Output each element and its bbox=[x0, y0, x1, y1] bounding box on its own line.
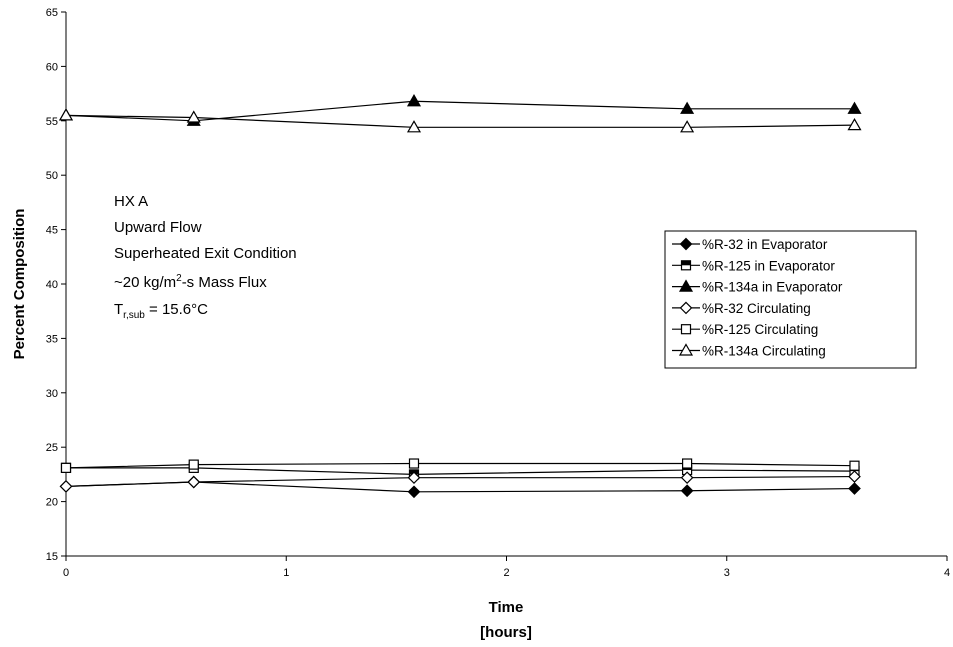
legend-marker bbox=[680, 260, 692, 271]
data-point-s0-p2 bbox=[407, 485, 421, 499]
legend-marker bbox=[678, 343, 694, 356]
data-point-s3-p1 bbox=[187, 475, 201, 489]
legend-box bbox=[664, 230, 917, 369]
x-axis-unit: [hours] bbox=[480, 624, 532, 641]
y-tick-label: 30 bbox=[46, 388, 58, 400]
series-line-3 bbox=[65, 475, 855, 487]
y-axis-title: Percent Composition bbox=[11, 209, 28, 360]
series-line-4 bbox=[65, 462, 855, 469]
series-line-0 bbox=[65, 481, 855, 493]
x-tick-label: 4 bbox=[944, 567, 950, 579]
data-point-s5-p4 bbox=[847, 117, 862, 131]
series-markers bbox=[58, 94, 862, 499]
data-point-s5-p1 bbox=[186, 110, 201, 123]
x-axis-title: Time bbox=[489, 599, 524, 616]
annotation-line-5: Tr,sub = 15.6°C bbox=[114, 301, 208, 321]
legend-marker bbox=[678, 279, 694, 292]
legend-items: %R-32 in Evaporator %R-125 in Evaporator%… bbox=[672, 237, 843, 359]
y-tick-label: 50 bbox=[46, 170, 58, 182]
annotation-line-4-post: -s Mass Flux bbox=[182, 274, 268, 291]
data-point-s4-p4 bbox=[849, 460, 860, 471]
annotation-line-2: Upward Flow bbox=[114, 219, 202, 236]
x-tick-label: 1 bbox=[283, 567, 289, 579]
y-tick-label: 20 bbox=[46, 497, 58, 509]
legend-label: %R-125 Circulating bbox=[702, 322, 818, 337]
data-point-s0-p4 bbox=[848, 482, 861, 495]
annotation-line-5-post: = 15.6°C bbox=[145, 301, 208, 318]
y-tick-label: 60 bbox=[46, 61, 58, 73]
annotation-line-4-sup: 2 bbox=[176, 273, 182, 284]
y-tick-label: 45 bbox=[46, 225, 58, 237]
x-tick-label: 2 bbox=[503, 567, 509, 579]
x-tick-label: 3 bbox=[724, 567, 730, 579]
data-point-s4-p2 bbox=[408, 458, 420, 469]
legend: %R-32 in Evaporator %R-125 in Evaporator%… bbox=[664, 230, 917, 369]
annotation-line-1: HX A bbox=[114, 193, 148, 210]
data-point-s3-p3 bbox=[680, 471, 694, 485]
legend-label: %R-125 in Evaporator bbox=[702, 258, 835, 273]
data-point-s3-p4 bbox=[848, 470, 861, 483]
data-point-s4-p0 bbox=[60, 462, 72, 473]
series-line-1 bbox=[66, 467, 855, 476]
annotation-line-5-sub: r,sub bbox=[123, 310, 145, 321]
legend-marker bbox=[680, 324, 692, 335]
data-point-s2-p2 bbox=[406, 94, 422, 107]
annotation-line-4: ~20 kg/m2-s Mass Flux bbox=[114, 273, 267, 291]
legend-label: %R-32 in Evaporator bbox=[702, 237, 828, 252]
legend-label: %R-134a Circulating bbox=[702, 344, 826, 359]
data-point-s4-p3 bbox=[682, 458, 693, 469]
axis-ticks: 15 20 25 30 35 40 45 50 55 60 65 0 1 2 3 4 bbox=[46, 7, 950, 579]
data-point-s5-p3 bbox=[680, 120, 695, 133]
data-point-s3-p0 bbox=[59, 480, 73, 493]
legend-marker bbox=[679, 237, 693, 251]
annotation-line-5-pre: T bbox=[114, 301, 123, 318]
y-tick-label: 55 bbox=[46, 116, 58, 128]
y-tick-label: 25 bbox=[46, 442, 58, 454]
chart-annotation: HX A Upward Flow Superheated Exit Condit… bbox=[114, 193, 297, 321]
annotation-line-3: Superheated Exit Condition bbox=[114, 245, 297, 262]
legend-marker bbox=[679, 301, 693, 315]
data-point-s4-p1 bbox=[188, 459, 199, 470]
data-point-s2-p4 bbox=[847, 101, 862, 114]
y-tick-label: 15 bbox=[46, 551, 58, 563]
y-tick-label: 65 bbox=[46, 7, 58, 19]
y-tick-label: 40 bbox=[46, 279, 58, 291]
data-point-s5-p2 bbox=[406, 120, 422, 133]
x-tick-label: 0 bbox=[63, 567, 69, 579]
data-point-s3-p2 bbox=[407, 471, 421, 485]
legend-label: %R-134a in Evaporator bbox=[702, 280, 843, 295]
y-tick-label: 35 bbox=[46, 333, 58, 345]
series-line-5 bbox=[65, 114, 855, 128]
legend-label: %R-32 Circulating bbox=[702, 301, 811, 316]
annotation-line-4-pre: ~20 kg/m bbox=[114, 274, 176, 291]
data-point-s2-p3 bbox=[680, 101, 695, 114]
data-point-s5-p0 bbox=[58, 108, 74, 121]
data-point-s0-p3 bbox=[680, 484, 694, 498]
